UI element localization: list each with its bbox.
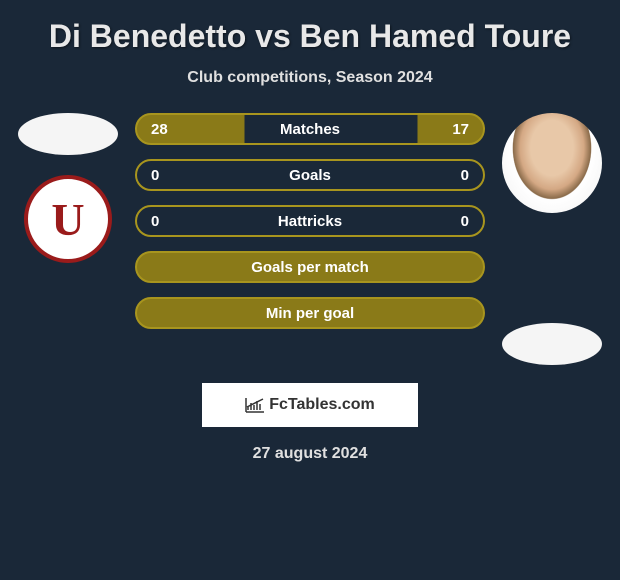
stat-label: Goals	[181, 167, 439, 184]
stat-label: Goals per match	[181, 259, 439, 276]
stat-right-value: 0	[439, 167, 469, 184]
stat-row: 0Goals0	[135, 159, 485, 191]
source-logo-text: FcTables.com	[269, 396, 375, 414]
source-logo: FcTables.com	[202, 383, 418, 427]
stat-row: 0Hattricks0	[135, 205, 485, 237]
subtitle: Club competitions, Season 2024	[10, 69, 610, 87]
stat-row: Min per goal	[135, 297, 485, 329]
stat-row: 28Matches17	[135, 113, 485, 145]
stat-right-value: 0	[439, 213, 469, 230]
player-right-photo	[502, 113, 602, 213]
comparison-card: Di Benedetto vs Ben Hamed Toure Club com…	[0, 0, 620, 580]
stat-right-value: 17	[439, 121, 469, 138]
page-title: Di Benedetto vs Ben Hamed Toure	[10, 18, 610, 55]
stat-left-value: 0	[151, 213, 181, 230]
player-left-badge	[18, 113, 118, 155]
club-left-letter: U	[51, 193, 84, 246]
stat-label: Matches	[181, 121, 439, 138]
date-text: 27 august 2024	[10, 445, 610, 463]
player-right-badge	[502, 323, 602, 365]
stat-left-value: 28	[151, 121, 181, 138]
stat-label: Min per goal	[181, 305, 439, 322]
club-left-badge: U	[24, 175, 112, 263]
player-right-column	[497, 113, 607, 365]
stats-column: 28Matches170Goals00Hattricks0Goals per m…	[135, 113, 485, 329]
chart-icon	[245, 397, 265, 413]
stat-row: Goals per match	[135, 251, 485, 283]
main-area: U 28Matches170Goals00Hattricks0Goals per…	[10, 113, 610, 365]
stat-label: Hattricks	[181, 213, 439, 230]
stat-left-value: 0	[151, 167, 181, 184]
player-left-column: U	[13, 113, 123, 263]
